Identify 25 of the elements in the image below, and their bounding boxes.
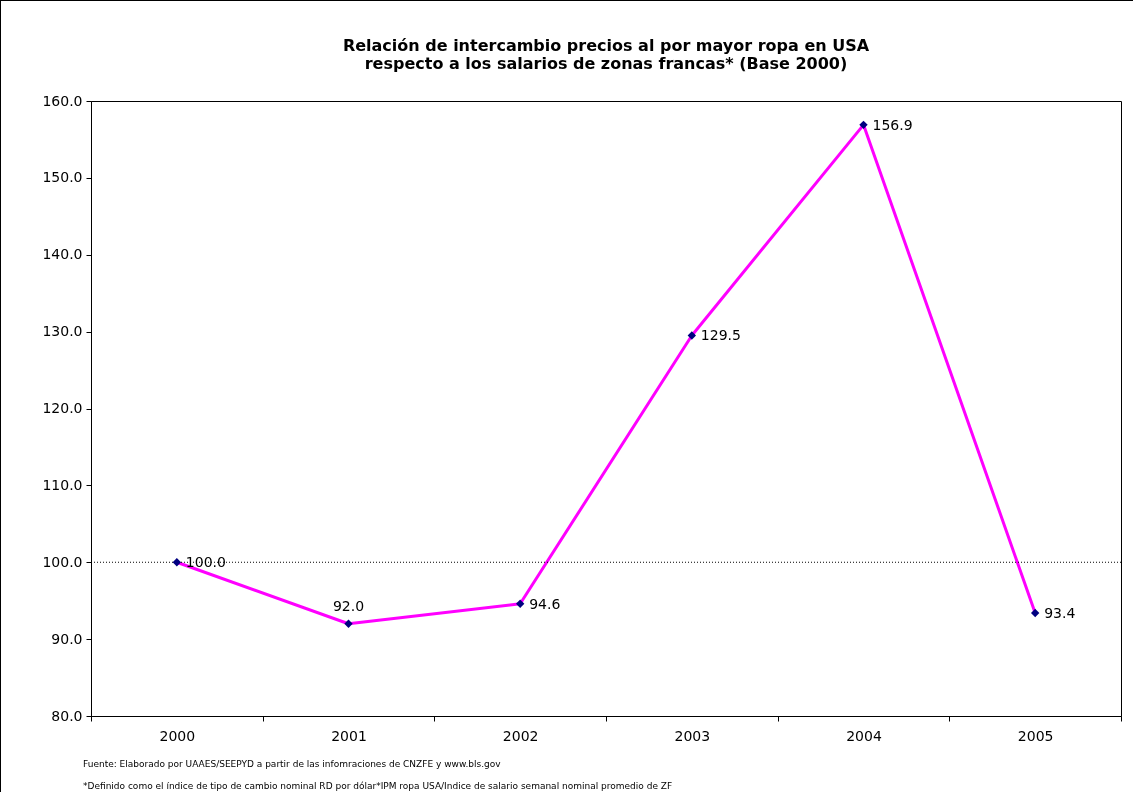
y-tick-label: 100.0 (42, 553, 83, 570)
text: *Definido como el índice de tipo de cambio nominal RD por dólar*IPM ropa USA/Indice de salario semanal nominal promedio de ZF (83, 780, 673, 792)
x-tick-label: 2002 (502, 727, 539, 744)
x-tick-label: 2000 (159, 727, 196, 744)
source-note: Fuente: Elaborado por UAAES/SEEPYD a partir de las infomraciones de CNZFE y www.bls.gov (83, 758, 502, 771)
y-tick-label: 160.0 (42, 92, 83, 109)
x-tick-label: 2005 (1017, 727, 1054, 744)
data-label: 92.0 (332, 597, 365, 614)
y-tick-label: 150.0 (42, 169, 83, 186)
text: respecto a los salarios de zonas francas* (Base 2000) (364, 54, 848, 73)
y-tick-label: 110.0 (42, 476, 83, 493)
text: Relación de intercambio precios al por mayor ropa en USA (342, 36, 870, 55)
y-tick-label: 130.0 (42, 323, 83, 340)
y-tick-label: 140.0 (42, 246, 83, 263)
data-label: 129.5 (700, 327, 741, 344)
data-label: 94.6 (529, 595, 561, 612)
data-label: 93.4 (1044, 604, 1076, 621)
x-tick-label: 2004 (846, 727, 882, 744)
y-tick-label: 120.0 (42, 400, 83, 416)
x-tick-label: 2001 (331, 727, 367, 744)
data-label: 100.0 (185, 554, 226, 571)
data-label: 156.9 (872, 116, 913, 133)
y-tick-label: 90.0 (51, 630, 83, 647)
x-tick-label: 2003 (674, 727, 711, 744)
y-tick-label: 80.0 (51, 707, 83, 724)
